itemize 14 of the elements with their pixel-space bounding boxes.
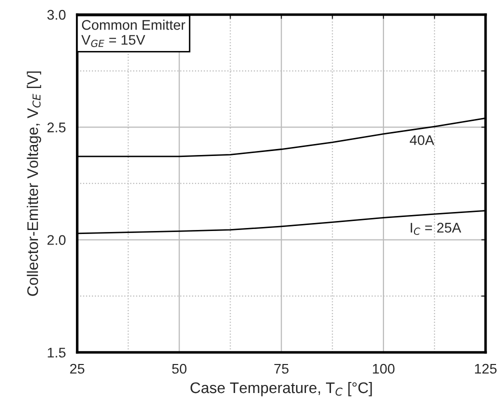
y-axis-title: Collector-Emitter Voltage, V$_{CE}$ [V] — [26, 71, 42, 296]
x-tick-label: 25 — [70, 364, 84, 374]
x-tick-label: 50 — [172, 364, 186, 374]
y-tick-label: 3.0 — [47, 10, 66, 20]
y-tick-label: 1.5 — [48, 348, 66, 358]
annotation: I$_{C}$ = 25A — [410, 222, 462, 235]
x-axis-title: Case Temperature, T$_{C}$ [°C] — [190, 382, 372, 396]
y-tick-label: 2.0 — [47, 235, 66, 245]
x-tick-label: 75 — [274, 364, 289, 374]
x-tick-label: 100 — [372, 364, 395, 374]
y-tick-label: 2.5 — [47, 122, 66, 132]
annotation: Common Emitter V$_{GE}$ = 15V — [81, 20, 186, 48]
annotation: 40A — [410, 135, 434, 146]
x-tick-label: 125 — [475, 364, 497, 374]
